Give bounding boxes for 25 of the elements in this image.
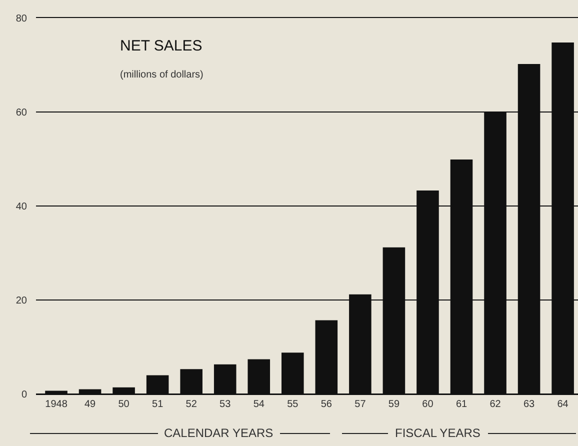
x-tick-label: 56 xyxy=(320,399,332,410)
x-tick-label: 53 xyxy=(220,399,232,410)
x-tick-label: 49 xyxy=(84,399,96,410)
x-tick-label: 52 xyxy=(186,399,198,410)
text: NET SALES xyxy=(120,38,202,54)
x-tick-label: 62 xyxy=(490,399,502,410)
y-tick-label: 40 xyxy=(16,202,28,212)
x-tick-label: 64 xyxy=(557,399,569,410)
x-tick-label: 60 xyxy=(422,399,434,410)
x-tick-label: 54 xyxy=(253,399,265,410)
y-tick-label: 20 xyxy=(16,296,28,306)
text: (millions of dollars) xyxy=(120,70,204,80)
x-tick-label: 51 xyxy=(152,399,164,410)
x-tick-label: 63 xyxy=(523,399,536,410)
x-tick-label: 59 xyxy=(388,399,400,410)
y-tick-label: 0 xyxy=(21,390,28,400)
x-tick-label: 61 xyxy=(456,399,468,410)
y-tick-label: 60 xyxy=(16,108,28,118)
x-tick-label: 57 xyxy=(354,399,366,410)
x-tick-label: 1948 xyxy=(45,399,68,410)
x-tick-label: 50 xyxy=(118,399,130,410)
text: CALENDAR YEARS xyxy=(164,426,274,440)
y-tick-label: 80 xyxy=(16,14,28,24)
text: FISCAL YEARS xyxy=(395,426,480,440)
x-tick-label: 55 xyxy=(287,399,299,410)
